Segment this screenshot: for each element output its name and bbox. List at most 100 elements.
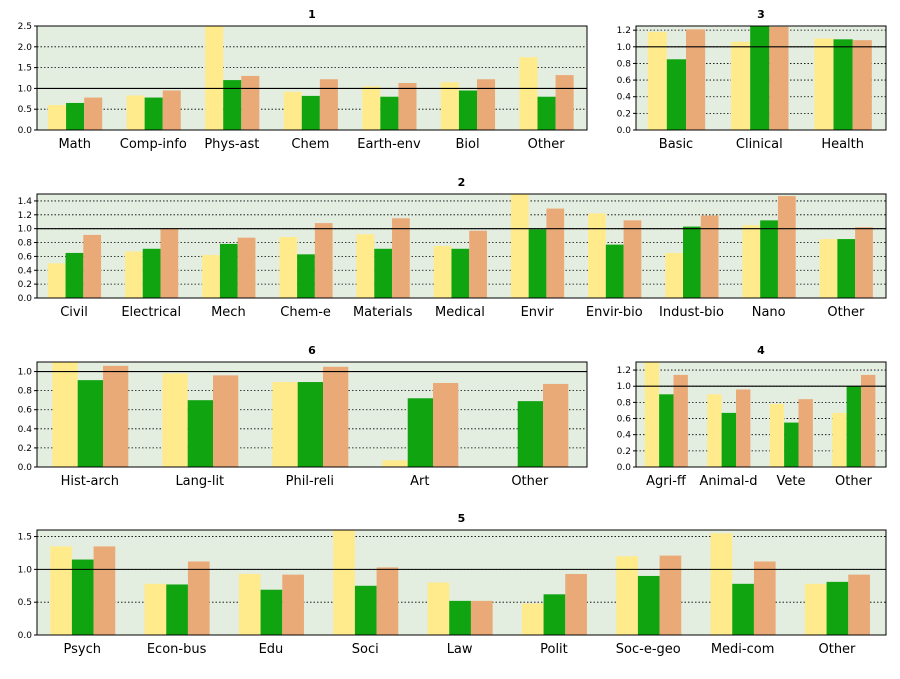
bar-series2-clinical: [750, 26, 770, 130]
category-label: Medi-com: [711, 642, 775, 657]
category-label: Chem-e: [280, 305, 331, 320]
bar-series2-edu: [260, 589, 283, 635]
plot-frame: [36, 361, 588, 468]
bar-series1-other: [819, 239, 838, 298]
plot-frame: [36, 193, 887, 299]
bar-series3-math: [84, 97, 103, 130]
bar-series2-vete: [784, 422, 799, 467]
bar-series3-health: [852, 40, 872, 131]
bar-series1-lang-lit: [162, 373, 188, 467]
y-tick-label: 1.0: [18, 368, 33, 378]
category-label: Earth-env: [357, 137, 421, 152]
bar-series3-mech: [237, 237, 256, 298]
bar-series3-envir-bio: [623, 220, 642, 298]
category-label: Envir-bio: [586, 305, 643, 320]
category-label: Nano: [752, 305, 786, 320]
chart-panel-5: 0.0 0.5 1.0 1.5 Psych Econ-bus Edu Soci Law Polit…: [18, 512, 887, 657]
y-tick-label: 0.0: [18, 294, 33, 304]
bar-series1-other: [519, 57, 538, 131]
y-tick-label: 1.0: [18, 225, 33, 235]
category-label: Polit: [540, 642, 568, 657]
bar-series1-vete: [769, 404, 785, 467]
bar-series1-hist-arch: [52, 362, 78, 467]
bar-series2-mech: [219, 243, 238, 298]
bar-series2-health: [833, 39, 853, 131]
bar-series1-nano: [742, 225, 761, 298]
bar-series3-edu: [282, 574, 304, 635]
bar-series3-other: [855, 227, 873, 298]
category-label: Psych: [64, 642, 101, 657]
bar-series3-envir: [546, 208, 565, 298]
bar-series2-soci: [354, 585, 377, 635]
bar-series1-soci: [333, 530, 355, 635]
bar-series3-other: [861, 374, 876, 467]
category-label: Clinical: [736, 137, 783, 152]
bar-series2-polit: [543, 594, 566, 635]
bar-series3-chem: [319, 79, 338, 130]
bar-series1-law: [427, 582, 450, 635]
category-label: Phys-ast: [204, 137, 259, 152]
bar-series3-econ-bus: [187, 561, 210, 635]
y-tick-label: 1.0: [18, 565, 33, 575]
bar-series2-agri-ff: [659, 394, 674, 467]
y-tick-label: 2.0: [18, 43, 33, 53]
plot-frame: [635, 361, 887, 468]
chart-title: 6: [308, 344, 316, 357]
bar-series2-soc-e-geo: [637, 575, 660, 635]
bar-series2-animal-d: [721, 412, 736, 467]
chart-panel-1: 0.0 0.5 1.0 1.5 2.0 2.5 Math Comp-info Phys-ast C…: [18, 8, 588, 152]
bar-series3-other: [543, 383, 569, 467]
bar-series1-other: [804, 583, 827, 635]
bar-series2-basic: [666, 59, 686, 130]
y-tick-label: 0.4: [617, 93, 632, 103]
bar-series2-lang-lit: [187, 400, 213, 467]
bar-series2-phil-reli: [297, 382, 323, 467]
bar-series3-lang-lit: [213, 375, 239, 467]
category-label: Animal-d: [700, 474, 758, 489]
bar-series3-animal-d: [736, 389, 751, 467]
bar-series2-medi-com: [732, 583, 754, 635]
bar-series2-other: [826, 581, 849, 635]
bar-series1-edu: [238, 573, 261, 635]
y-tick-label: 0.8: [18, 239, 33, 249]
chart-panel-2: 0.0 0.2 0.4 0.6 0.8 1.0 1.2 1.4 Civil Electrical M…: [18, 176, 887, 320]
y-tick-label: 0.5: [18, 105, 32, 115]
bar-series2-electrical: [142, 248, 161, 298]
bar-series1-chem: [283, 91, 302, 130]
bar-series1-earth-env: [362, 86, 381, 130]
y-tick-label: 1.4: [18, 197, 33, 207]
bar-series3-indust-bio: [700, 215, 719, 298]
y-tick-label: 1.0: [617, 382, 632, 392]
bar-series3-other: [555, 75, 574, 130]
chart-panel-4: 0.0 0.2 0.4 0.6 0.8 1.0 1.2 Agri-ff Animal-d Vete…: [617, 344, 887, 489]
category-label: Biol: [456, 137, 480, 152]
bar-series3-soc-e-geo: [659, 555, 682, 635]
y-tick-label: 0.8: [18, 387, 33, 397]
bar-series1-animal-d: [707, 394, 722, 467]
category-label: Math: [58, 137, 91, 152]
bar-series1-indust-bio: [665, 252, 684, 298]
bar-series1-phil-reli: [272, 382, 298, 467]
category-label: Other: [818, 642, 856, 657]
category-label: Health: [821, 137, 864, 152]
y-tick-label: 2.5: [18, 22, 32, 32]
bar-series3-materials: [392, 218, 410, 298]
bar-series3-psych: [93, 546, 116, 635]
bar-series1-polit: [521, 603, 544, 635]
bar-series1-econ-bus: [144, 583, 167, 635]
bar-series1-envir: [510, 194, 529, 298]
bar-series2-other: [846, 386, 861, 467]
chart-panel-6: 0.0 0.2 0.4 0.6 0.8 1.0 Hist-arch Lang-lit Phil-…: [18, 344, 588, 489]
bar-series1-clinical: [731, 41, 751, 130]
y-tick-label: 1.2: [617, 366, 631, 376]
category-label: Basic: [659, 137, 693, 152]
chart-title: 5: [458, 512, 466, 525]
category-label: Materials: [353, 305, 413, 320]
bar-series2-materials: [374, 248, 393, 298]
y-tick-label: 0.2: [617, 447, 631, 457]
bar-series2-chem-e: [297, 254, 315, 298]
bar-series2-hist-arch: [77, 380, 103, 467]
bar-series3-medical: [469, 230, 487, 298]
bar-series3-medi-com: [753, 561, 776, 635]
bar-series3-comp-info: [162, 90, 181, 130]
